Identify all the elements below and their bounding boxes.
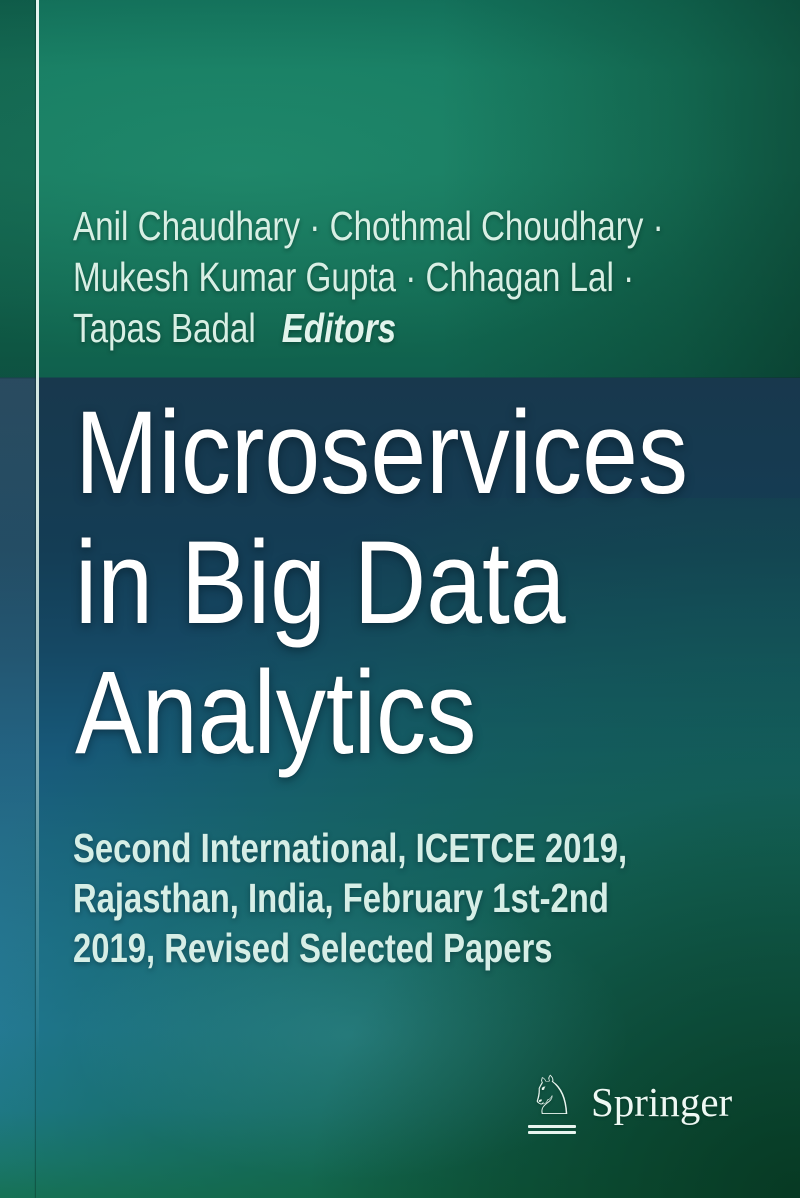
logo-underline-top bbox=[528, 1125, 576, 1128]
editors-name-line-3-names: Tapas Badal bbox=[73, 305, 256, 351]
logo-underline-bottom bbox=[528, 1131, 576, 1134]
springer-knight-icon: ♘ bbox=[527, 1064, 577, 1127]
spine-highlight-line bbox=[36, 0, 39, 1198]
subtitle-line-3: 2019, Revised Selected Papers bbox=[73, 925, 553, 971]
editors-name-line-3: Tapas Badal Editors bbox=[73, 303, 664, 354]
book-title: Microservices in Big Data Analytics bbox=[75, 388, 688, 778]
subtitle-line-1: Second International, ICETCE 2019, bbox=[73, 825, 628, 871]
book-subtitle: Second International, ICETCE 2019, Rajas… bbox=[73, 823, 627, 973]
editors-name-line-2: Mukesh Kumar Gupta · Chhagan Lal · bbox=[73, 254, 635, 300]
editors-name-line-1: Anil Chaudhary · Chothmal Choudhary · bbox=[73, 203, 664, 249]
title-line-1: Microservices bbox=[75, 387, 689, 519]
spine-fold-strip bbox=[0, 0, 36, 1198]
springer-wordmark: Springer bbox=[591, 1079, 733, 1125]
subtitle-line-2: Rajasthan, India, February 1st-2nd bbox=[73, 875, 609, 921]
springer-logo-mark: ♘ bbox=[526, 1064, 578, 1134]
title-line-3: Analytics bbox=[75, 647, 477, 779]
editors-names-block: Anil Chaudhary · Chothmal Choudhary · Mu… bbox=[73, 201, 664, 354]
title-line-2: in Big Data bbox=[75, 517, 566, 649]
editors-role-label: Editors bbox=[281, 305, 397, 351]
publisher-logo: ♘ Springer bbox=[526, 1064, 733, 1134]
